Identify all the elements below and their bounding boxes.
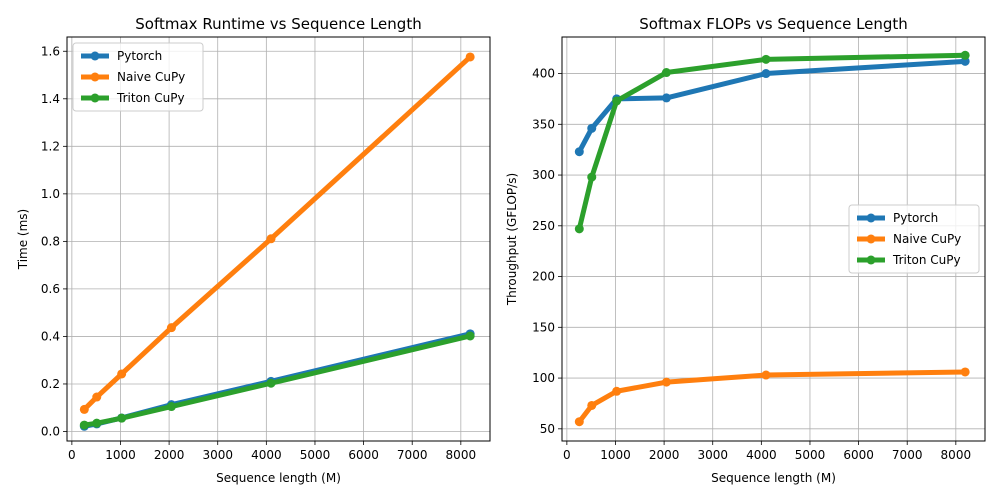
y-tick-label: 0.8 [41, 234, 60, 248]
y-axis-label: Throughput (GFLOP/s) [505, 173, 519, 306]
data-point [266, 234, 276, 244]
chart-title: Softmax Runtime vs Sequence Length [135, 15, 421, 33]
legend-label: Naive CuPy [893, 232, 961, 246]
data-point [574, 147, 584, 157]
legend-label: Pytorch [893, 211, 938, 225]
x-tick-label: 8000 [446, 448, 477, 462]
x-tick-label: 5000 [300, 448, 331, 462]
data-point [166, 402, 176, 412]
data-point [166, 323, 176, 333]
legend-label: Pytorch [117, 49, 162, 63]
y-tick-label: 1.0 [41, 187, 60, 201]
data-point [587, 400, 597, 410]
x-tick-label: 7000 [892, 448, 923, 462]
legend-label: Naive CuPy [117, 70, 185, 84]
x-tick-label: 2000 [154, 448, 185, 462]
y-tick-label: 100 [532, 371, 555, 385]
data-point [574, 224, 584, 234]
data-point [761, 69, 771, 79]
x-axis-label: Sequence length (M) [711, 471, 836, 485]
x-axis-label: Sequence length (M) [216, 471, 341, 485]
chart-panel-1: 0 1000 2000 3000 4000 5000 6000 7000 8000 0.0 0.2 0… [16, 15, 491, 485]
plot-frame [66, 36, 491, 442]
legend-swatch-marker [90, 93, 100, 103]
data-point [117, 369, 127, 379]
legend-label: Triton CuPy [892, 253, 961, 267]
legend-swatch-marker [90, 72, 100, 82]
x-tick-label: 0 [68, 448, 76, 462]
x-tick-label: 8000 [941, 448, 972, 462]
chart-title: Softmax FLOPs vs Sequence Length [639, 15, 908, 33]
data-point [266, 378, 276, 388]
y-tick-label: 150 [532, 320, 555, 334]
x-tick-label: 7000 [397, 448, 428, 462]
x-tick-label: 4000 [251, 448, 282, 462]
data-point [79, 404, 89, 414]
y-tick-label: 0.6 [41, 282, 60, 296]
data-point [79, 420, 89, 430]
data-point [117, 413, 127, 423]
plot-frame [561, 36, 986, 442]
legend-box [848, 204, 980, 274]
y-tick-label: 0.0 [41, 424, 60, 438]
y-tick-label: 250 [532, 219, 555, 233]
x-tick-label: 4000 [746, 448, 777, 462]
x-tick-label: 3000 [202, 448, 233, 462]
x-tick-label: 2000 [649, 448, 680, 462]
legend: Pytorch Naive CuPy Triton CuPy [848, 204, 980, 274]
x-tick-label: 6000 [843, 448, 874, 462]
data-point [960, 367, 970, 377]
x-tick-label: 5000 [795, 448, 826, 462]
y-tick-label: 0.4 [41, 329, 60, 343]
legend-swatch-marker [866, 255, 876, 265]
x-tick-label: 0 [563, 448, 571, 462]
data-point [612, 96, 622, 106]
legend-box [72, 42, 204, 112]
legend: Pytorch Naive CuPy Triton CuPy [72, 42, 204, 112]
y-tick-label: 1.2 [41, 139, 60, 153]
data-point [661, 377, 671, 387]
data-point [465, 331, 475, 341]
data-point [92, 392, 102, 402]
x-tick-label: 1000 [600, 448, 631, 462]
legend-swatch-marker [90, 51, 100, 61]
series-line-triton-cupy [576, 52, 968, 232]
y-tick-label: 1.4 [41, 92, 60, 106]
x-tick-label: 3000 [697, 448, 728, 462]
data-point [465, 52, 475, 62]
legend-swatch-marker [866, 213, 876, 223]
y-tick-label: 200 [532, 270, 555, 284]
data-point [960, 50, 970, 60]
legend-label: Triton CuPy [116, 91, 185, 105]
y-tick-label: 1.6 [41, 44, 60, 58]
y-tick-label: 50 [540, 422, 555, 436]
y-axis-label: Time (ms) [16, 209, 30, 271]
data-point [661, 68, 671, 78]
data-point [761, 54, 771, 64]
data-point [587, 172, 597, 182]
data-point [587, 123, 597, 133]
data-point [612, 386, 622, 396]
data-point [761, 370, 771, 380]
legend-swatch-marker [866, 234, 876, 244]
y-tick-label: 350 [532, 117, 555, 131]
data-point [574, 417, 584, 427]
y-tick-label: 300 [532, 168, 555, 182]
data-point [92, 418, 102, 428]
y-tick-label: 0.2 [41, 377, 60, 391]
x-tick-label: 6000 [348, 448, 379, 462]
x-tick-label: 1000 [105, 448, 136, 462]
chart-panel-2: 0 1000 2000 3000 4000 5000 6000 7000 8000 50 100 15… [505, 15, 986, 485]
y-tick-label: 400 [532, 67, 555, 81]
data-point [661, 93, 671, 103]
